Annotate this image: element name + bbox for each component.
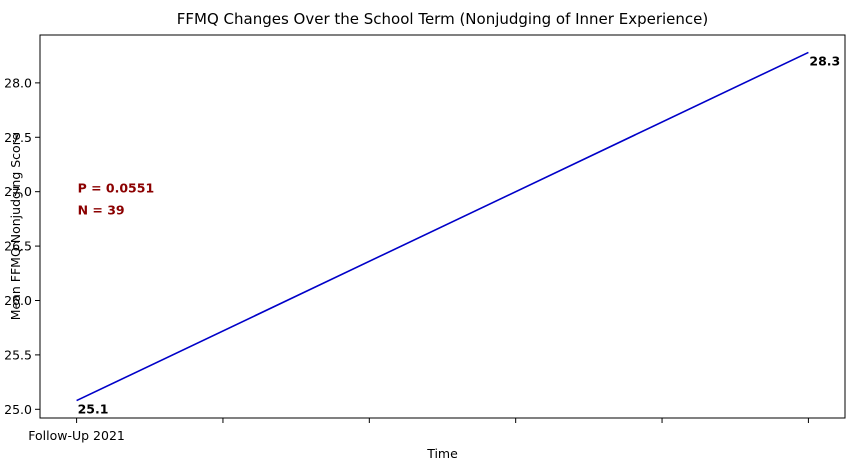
x-axis: Follow-Up 2021	[28, 418, 809, 443]
series-line	[76, 51, 809, 402]
data-label: 25.1	[78, 402, 109, 417]
y-tick-label: 28.0	[4, 75, 32, 90]
plot-frame	[39, 34, 846, 419]
y-tick-label: 26.5	[4, 239, 32, 254]
annotation: N = 39	[78, 202, 125, 217]
series-group	[76, 51, 809, 402]
chart-title: FFMQ Changes Over the School Term (Nonju…	[177, 10, 708, 28]
annotations: P = 0.0551 N = 39	[78, 181, 155, 218]
y-tick-label: 27.5	[4, 130, 32, 145]
y-tick-label: 25.5	[4, 347, 32, 362]
x-axis-label: Time	[426, 446, 458, 461]
data-label: 28.3	[809, 53, 840, 68]
data-labels: 25.1 28.3	[78, 53, 841, 416]
x-tick-label: Follow-Up 2021	[28, 428, 125, 443]
y-axis-label: Mean FFMQ Nonjudging Score	[8, 132, 23, 320]
y-tick-label: 26.0	[4, 293, 32, 308]
annotation: P = 0.0551	[78, 181, 155, 196]
y-axis: 25.0 25.5 26.0 26.5 27.0 27.5 28.0	[4, 75, 40, 417]
y-tick-label: 25.0	[4, 402, 32, 417]
y-tick-label: 27.0	[4, 184, 32, 199]
